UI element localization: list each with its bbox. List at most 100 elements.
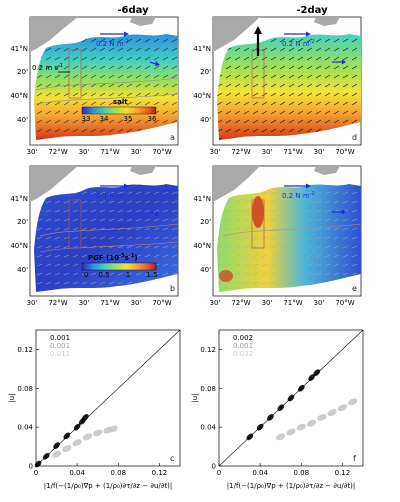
svg-text:20': 20'	[17, 68, 28, 76]
svg-text:41°N: 41°N	[10, 45, 28, 53]
scatter-point	[286, 428, 296, 436]
lat-labels-d: 41°N 20' 40°N 40'	[193, 45, 211, 124]
salt-tick: 33	[82, 115, 91, 123]
lat-labels-b: 41°N 20' 40°N 40'	[10, 195, 28, 274]
isobath	[39, 241, 179, 253]
panel-letter: d	[352, 133, 357, 142]
isobath	[35, 93, 179, 105]
island-land	[314, 17, 340, 26]
scatter-point	[51, 450, 62, 458]
map-panel-d: 0.2 N m-2 d	[212, 16, 362, 146]
arrowhead-icon	[342, 59, 346, 65]
x-tick-label: 0	[34, 469, 38, 477]
x-axis-label: |1/f(−(1/ρ₀)∇p + (1/ρ₀)∂τ/∂z − ∂u/∂t)|	[227, 482, 355, 490]
y-tick-label: 0.04	[200, 424, 216, 432]
panel-letter: c	[170, 454, 174, 463]
arrowhead-icon	[254, 26, 262, 34]
svg-text:40': 40'	[17, 116, 28, 124]
svg-text:41°N: 41°N	[193, 195, 211, 203]
lat-labels-a: 41°N 20' 40°N 40'	[10, 45, 28, 124]
legend-value: 0.001	[50, 342, 70, 350]
arrowhead-icon	[124, 183, 129, 189]
svg-text:20': 20'	[200, 218, 211, 226]
y-tick-label: 0.12	[17, 346, 33, 354]
svg-text:40°N: 40°N	[193, 242, 211, 250]
pgf-tick: 0	[84, 271, 88, 279]
pgf-tick: 1	[126, 271, 130, 279]
lat-labels-e: 41°N 20' 40°N 40'	[193, 195, 211, 274]
pgf-hotspot	[219, 270, 233, 282]
current-vectors	[217, 34, 361, 140]
lon-labels-b: 30' 72°W 30' 71°W 30' 70°W	[27, 299, 172, 307]
current-reference-label: 0.2 m s-1	[32, 63, 63, 72]
salt-colorbar	[81, 106, 157, 115]
x-tick-label: 0.08	[110, 469, 126, 477]
stress-reference-label: 0.2 N m-2	[282, 39, 315, 48]
y-tick-label: 0.08	[200, 385, 216, 393]
scatter-point	[306, 419, 317, 427]
stress-reference-label: 0.2 N m-2	[96, 191, 129, 200]
pgf-colorbar-title: PGF (10-5s-1)	[88, 253, 138, 262]
svg-text:30': 30'	[79, 148, 90, 156]
scatter-point	[317, 413, 327, 421]
pgf-tick: 1.5	[146, 271, 157, 279]
lon-labels-a: 30' 72°W 30' 71°W 30' 70°W	[27, 148, 172, 156]
current-vectors	[34, 34, 178, 140]
scatter-point	[308, 374, 315, 381]
island-land	[130, 166, 156, 175]
salt-tick: 34	[100, 115, 109, 123]
y-axis-label: |u|	[8, 393, 16, 402]
y-tick-label: 0.12	[200, 346, 216, 354]
y-tick-label: 0.04	[17, 424, 33, 432]
x-tick-label: 0.04	[252, 469, 268, 477]
svg-text:30': 30'	[210, 299, 221, 307]
isobath	[35, 77, 179, 91]
x-tick-label: 0.12	[335, 469, 351, 477]
arrowhead-icon	[342, 209, 346, 215]
scatter-point	[34, 460, 42, 468]
svg-text:40': 40'	[17, 266, 28, 274]
svg-text:72°W: 72°W	[48, 148, 67, 156]
x-tick-label: 0.12	[152, 469, 168, 477]
svg-text:70°W: 70°W	[152, 148, 171, 156]
scatter-point	[267, 414, 274, 421]
arrowhead-icon	[306, 183, 311, 189]
scatter-point	[287, 394, 295, 402]
legend-value: 0.032	[233, 350, 253, 358]
svg-text:72°W: 72°W	[231, 148, 250, 156]
svg-text:41°N: 41°N	[193, 45, 211, 53]
svg-text:30': 30'	[314, 299, 325, 307]
scatter-point	[337, 404, 348, 412]
y-tick-label: 0.08	[17, 385, 33, 393]
pgf-colorbar	[81, 262, 157, 271]
svg-text:72°W: 72°W	[231, 299, 250, 307]
coastline-land	[30, 17, 78, 52]
island-land	[314, 166, 340, 175]
scatter-point	[53, 442, 60, 449]
svg-text:41°N: 41°N	[10, 195, 28, 203]
scatter-point	[313, 369, 321, 377]
stress-reference-label: 0.2 N m-2	[96, 39, 129, 48]
panel-letter: b	[170, 284, 175, 293]
scatter-point	[62, 445, 72, 452]
scatter-panel-c: 0 0.04 0.08 0.12 0 0.04 0.08 0.12 |u| |1/f(−(1/ρ₀…	[8, 329, 181, 490]
y-tick-label: 0	[212, 463, 216, 471]
svg-text:71°W: 71°W	[283, 299, 302, 307]
pgf-hotspot	[252, 196, 264, 228]
map-panel-e: 0.2 N m-2 e	[212, 165, 362, 297]
svg-text:30': 30'	[27, 148, 38, 156]
svg-text:30': 30'	[314, 148, 325, 156]
legend-value: 0.011	[50, 350, 70, 358]
svg-text:20': 20'	[17, 218, 28, 226]
scatter-point	[256, 423, 264, 431]
scatter-point	[327, 409, 337, 417]
x-tick-label: 0	[217, 469, 221, 477]
pgf-tick: 0.5	[98, 271, 109, 279]
svg-text:30': 30'	[131, 148, 142, 156]
x-axis-label: |1/f(−(1/ρ₀)∇p + (1/ρ₀)∂τ/∂z − ∂u/∂t)|	[44, 482, 172, 490]
lon-labels-d: 30' 72°W 30' 71°W 30' 70°W	[210, 148, 355, 156]
arrowhead-icon	[155, 61, 160, 66]
salt-tick: 36	[148, 115, 157, 123]
scatter-point	[108, 425, 118, 433]
one-to-one-line	[35, 329, 181, 467]
